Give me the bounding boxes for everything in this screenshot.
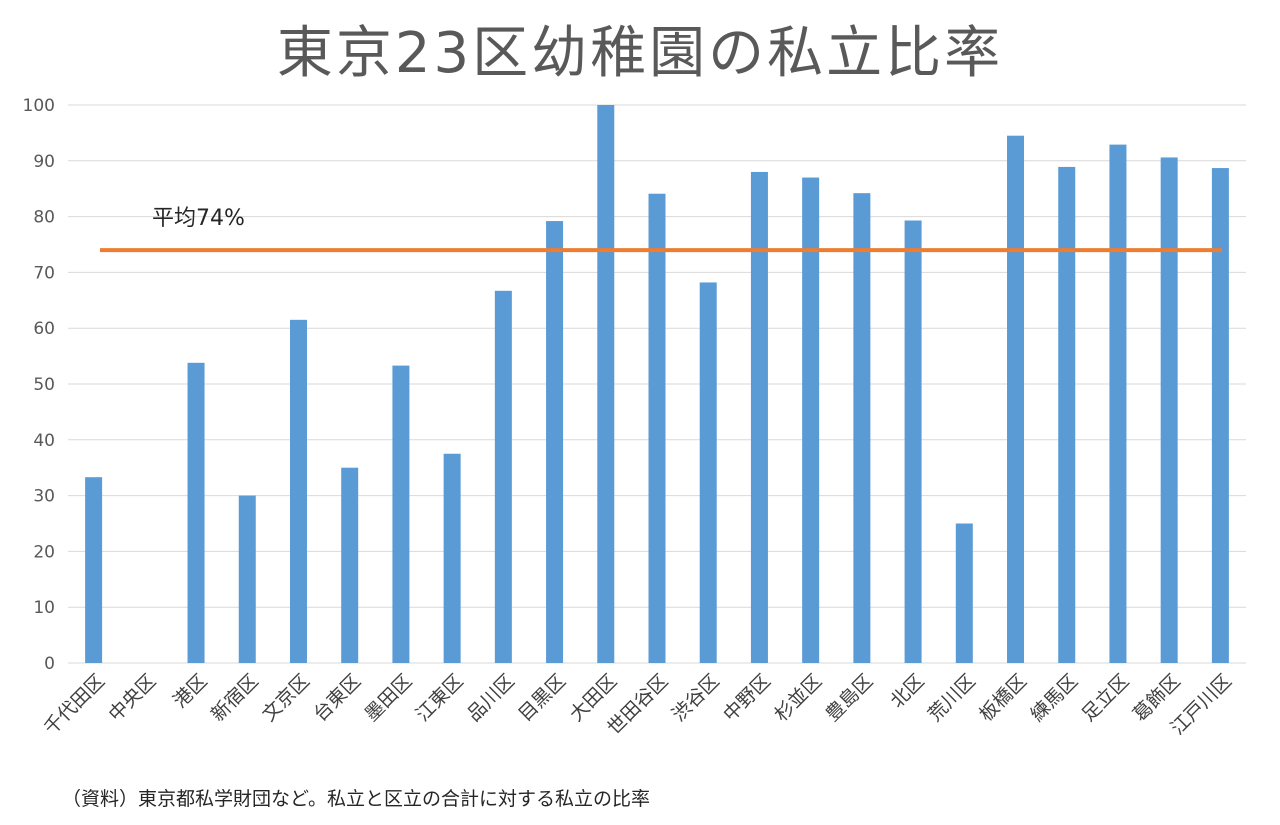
y-axis-ticks: 0 10 20 30 40 50 60 70 80 90 100 [23, 96, 55, 674]
x-tick-label: 台東区 [309, 670, 365, 726]
x-tick-label: 練馬区 [1026, 670, 1082, 726]
bar-世田谷区 [648, 193, 666, 664]
bar-葛飾区 [1160, 157, 1178, 663]
y-tick-label: 90 [33, 152, 55, 172]
y-tick-label: 40 [33, 431, 55, 451]
x-tick-label: 北区 [886, 670, 928, 712]
bars [85, 105, 1229, 664]
y-tick-label: 100 [23, 96, 55, 116]
bar-千代田区 [85, 477, 103, 663]
bar-板橋区 [1007, 135, 1025, 663]
bar-杉並区 [802, 177, 820, 664]
bar-中野区 [750, 171, 768, 663]
source-note: （資料）東京都私学財団など。私立と区立の合計に対する私立の比率 [62, 788, 651, 810]
y-tick-label: 30 [33, 487, 55, 507]
bar-北区 [904, 220, 922, 664]
x-tick-label: 新宿区 [207, 670, 263, 726]
x-tick-label: 文京区 [258, 670, 314, 726]
x-tick-label: 杉並区 [770, 670, 826, 726]
x-tick-label: 江東区 [412, 670, 468, 726]
bar-渋谷区 [699, 282, 717, 663]
bar-大田区 [597, 105, 615, 663]
x-tick-label: 足立区 [1078, 670, 1134, 726]
x-tick-label: 中野区 [719, 670, 775, 726]
x-tick-label: 荒川区 [924, 670, 980, 726]
y-tick-label: 70 [33, 263, 55, 283]
y-tick-label: 80 [33, 208, 55, 228]
bar-台東区 [341, 467, 359, 663]
x-tick-label: 目黒区 [514, 670, 570, 726]
bar-荒川区 [955, 523, 973, 663]
bar-文京区 [289, 319, 307, 663]
y-tick-label: 50 [33, 375, 55, 395]
bar-足立区 [1109, 144, 1127, 664]
average-line-group: 平均74% [100, 206, 1222, 253]
y-tick-label: 10 [33, 598, 55, 618]
x-tick-label: 中央区 [104, 670, 160, 726]
y-tick-label: 20 [33, 542, 55, 562]
bar-墨田区 [392, 365, 410, 663]
x-tick-label: 品川区 [463, 670, 519, 726]
x-tick-label: 渋谷区 [668, 670, 724, 726]
bar-港区 [187, 362, 205, 663]
average-label: 平均74% [152, 206, 245, 231]
x-tick-label: 豊島区 [822, 670, 878, 726]
y-tick-label: 60 [33, 319, 55, 339]
x-tick-label: 墨田区 [361, 670, 417, 726]
bar-練馬区 [1058, 166, 1076, 664]
x-tick-label: 千代田区 [40, 670, 109, 739]
bar-豊島区 [853, 193, 871, 663]
x-tick-label: 港区 [169, 670, 211, 712]
chart-title: 東京23区幼稚園の私立比率 [276, 21, 1004, 86]
bar-新宿区 [238, 495, 256, 663]
x-tick-label: 板橋区 [975, 670, 1031, 726]
bar-江東区 [443, 453, 461, 663]
bar-江戸川区 [1211, 168, 1229, 663]
bar-目黒区 [546, 221, 564, 663]
y-tick-label: 0 [44, 654, 55, 674]
bar-品川区 [494, 290, 512, 663]
